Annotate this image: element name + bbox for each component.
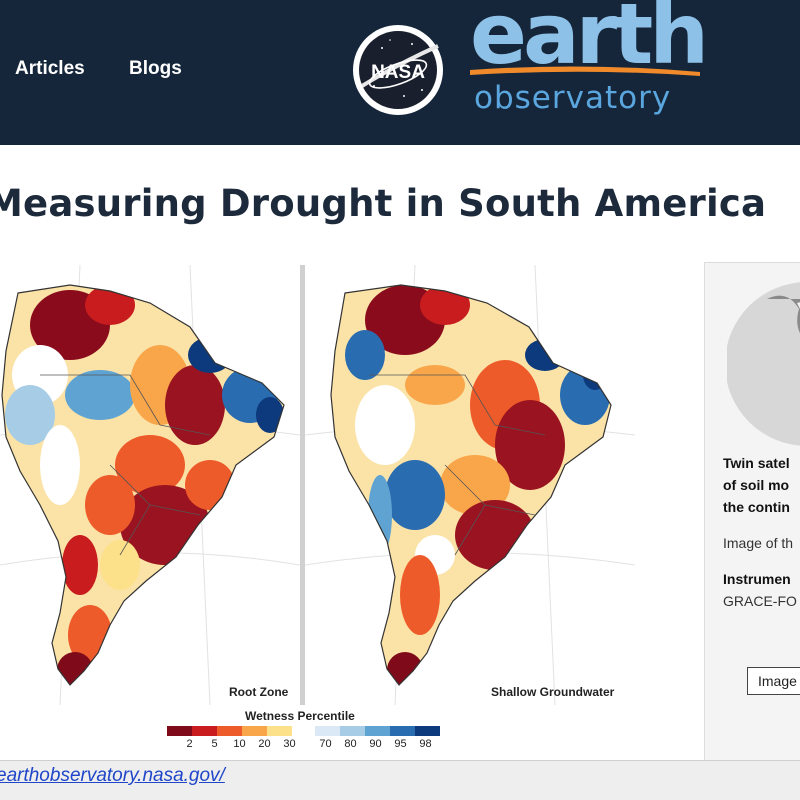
shallow-groundwater-map [305,265,635,705]
legend-swatch [217,726,242,736]
legend-tick: 20 [258,738,271,750]
legend-swatch [415,726,440,736]
legend-swatch [267,726,292,736]
legend-wet-swatches [315,726,440,736]
legend-swatch [315,726,340,736]
status-url-link[interactable]: earthobservatory.nasa.gov/ [0,765,225,786]
nav-articles-link[interactable]: Articles [15,58,85,79]
map-label-root-zone: Root Zone [229,685,289,699]
card-instrument-label: Instrumen [723,571,791,587]
nasa-meatball-logo[interactable]: NASA [352,24,444,116]
legend-tick: 98 [419,738,432,750]
brand-swoosh [470,66,700,76]
card-caption-line: Twin satel [723,455,790,471]
legend-tick: 70 [319,738,332,750]
legend-wet-ticks: 70 80 90 95 98 [313,738,438,750]
browser-status-bar: earthobservatory.nasa.gov/ [0,760,800,800]
legend-tick: 30 [283,738,296,750]
card-caption-line: of soil mo [723,477,790,493]
card-credit: Image of th [723,535,794,551]
nav-blogs-link[interactable]: Blogs [129,58,182,79]
page-title: Measuring Drought in South America [0,182,767,225]
image-button[interactable]: Image [747,667,800,695]
site-header: Articles Blogs NASA earth observatory [0,0,800,145]
drought-figure: Root Zone [0,265,640,750]
related-image-card[interactable]: Twin satel of soil mo the contin Image o… [704,262,800,762]
legend-dry-ticks: 2 5 10 20 30 [177,738,302,750]
brand-observatory-text[interactable]: observatory [474,80,672,116]
legend-swatch [192,726,217,736]
map-divider [300,265,305,705]
nasa-logo-text: NASA [371,62,425,83]
legend-tick: 5 [211,738,218,750]
legend-swatch [365,726,390,736]
legend-swatch [340,726,365,736]
legend-tick: 95 [394,738,407,750]
brand-earth-text[interactable]: earth [470,0,709,83]
globe-thumbnail[interactable] [727,279,800,449]
legend-title: Wetness Percentile [245,709,355,723]
root-zone-map [0,265,300,705]
legend-tick: 90 [369,738,382,750]
legend-swatch [167,726,192,736]
legend-dry-swatches [167,726,292,736]
card-instrument-value[interactable]: GRACE-FO [723,593,797,609]
legend-tick: 2 [186,738,193,750]
legend-tick: 10 [233,738,246,750]
legend-swatch [242,726,267,736]
legend-tick: 80 [344,738,357,750]
legend-swatch [390,726,415,736]
card-caption-line: the contin [723,499,790,515]
map-label-shallow-groundwater: Shallow Groundwater [491,685,615,699]
